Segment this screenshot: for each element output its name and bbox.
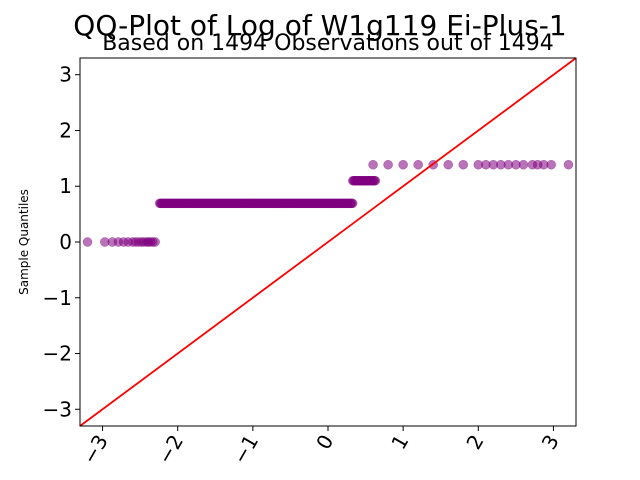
x-tick-label: −3 [77,431,113,469]
chart-title: QQ-Plot of Log of W1g119 Ei-Plus-1 [73,9,566,42]
data-point [150,237,160,247]
reference-line-group [79,57,577,427]
y-axis-ticks: −3 −2 −1 0 1 2 3 [43,63,80,421]
x-tick-label: −2 [153,431,189,469]
data-point [518,159,529,170]
x-tick-label: 0 [311,431,338,454]
data-point [370,175,381,186]
x-tick-label: 3 [537,431,564,454]
y-tick-label: 1 [59,174,72,198]
data-point [443,159,453,170]
y-tick-label: 2 [59,118,72,142]
data-point [563,159,574,170]
data-point [82,237,93,247]
data-point [398,159,408,170]
data-points [82,159,574,247]
data-point [383,159,393,170]
x-tick-label: 2 [461,431,488,454]
chart-subtitle: Based on 1494 Observations out of 1494 [102,31,554,56]
data-point [413,159,423,170]
x-axis-ticks: −3 −2 −1 0 1 2 3 [77,426,564,469]
y-tick-label: −3 [43,397,72,421]
data-point [347,198,358,209]
reference-line [79,57,577,427]
y-tick-label: −2 [43,342,72,366]
data-point [546,159,556,170]
data-point [458,159,469,170]
y-tick-label: 3 [59,63,72,87]
x-tick-label: 1 [386,431,413,454]
y-tick-label: 0 [59,230,72,254]
data-point [368,159,378,170]
x-tick-label: −1 [228,431,264,469]
y-axis-label: Sample Quantiles [17,189,31,295]
y-tick-label: −1 [43,286,72,310]
